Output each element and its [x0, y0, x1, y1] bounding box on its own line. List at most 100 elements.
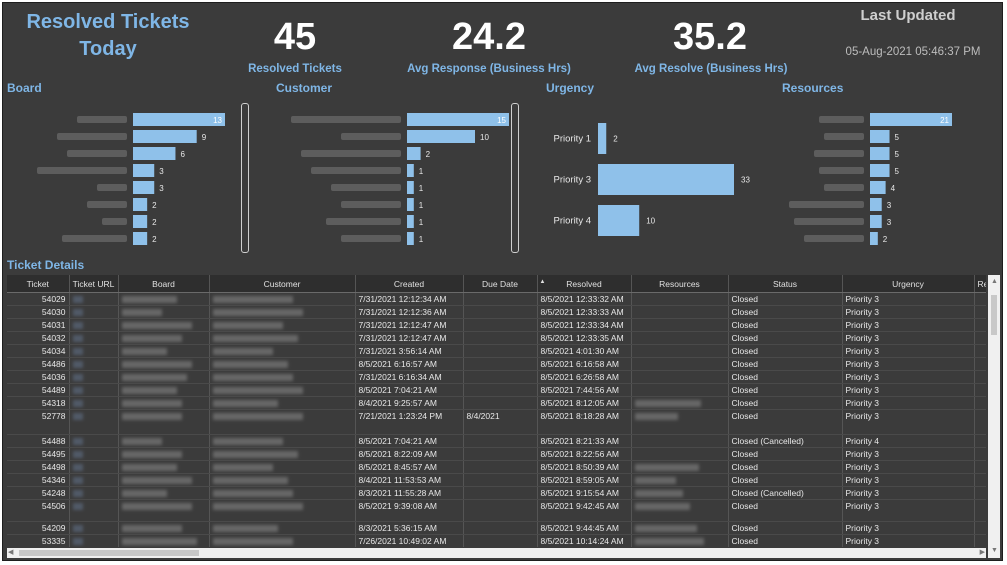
bar[interactable] — [870, 232, 878, 245]
bar[interactable] — [407, 147, 421, 160]
bar[interactable] — [407, 113, 509, 126]
bar[interactable] — [870, 113, 952, 126]
cell-ticket-url[interactable] — [69, 447, 119, 461]
bar[interactable] — [407, 130, 475, 143]
table-row[interactable]: 54489 8/5/2021 7:04:21 AM 8/5/2021 7:44:56… — [7, 383, 986, 397]
board-chart-scrollbar[interactable] — [241, 103, 249, 253]
cell-status: Closed — [728, 344, 843, 358]
col-header-due-date[interactable]: Due Date — [463, 275, 538, 293]
bar[interactable] — [407, 232, 414, 245]
table-row[interactable]: 54032 7/31/2021 12:12:47 AM 8/5/2021 12:33… — [7, 331, 986, 345]
table-row[interactable]: 54318 8/4/2021 9:25:57 AM 8/5/2021 8:12:05… — [7, 396, 986, 410]
scroll-right-icon[interactable]: ▶ — [979, 549, 985, 556]
cell-ticket-url[interactable] — [69, 434, 119, 448]
cell-ticket-url[interactable] — [69, 486, 119, 500]
table-row[interactable]: 54346 8/4/2021 11:53:53 AM 8/5/2021 8:59:0… — [7, 473, 986, 487]
bar[interactable] — [870, 215, 882, 228]
bar[interactable] — [598, 205, 640, 236]
bar-label-redacted — [824, 133, 864, 140]
cell-customer — [209, 534, 356, 547]
bar[interactable] — [598, 164, 734, 195]
col-header-board[interactable]: Board — [118, 275, 210, 293]
customer-chart-scrollbar[interactable] — [511, 103, 519, 253]
bar[interactable] — [133, 164, 155, 177]
cell-ticket-url[interactable] — [69, 331, 119, 345]
table-horizontal-scroll-thumb[interactable] — [19, 550, 199, 556]
cell-board — [118, 409, 210, 435]
cell-ticket-url[interactable] — [69, 383, 119, 397]
table-row[interactable]: 54495 8/5/2021 8:22:09 AM 8/5/2021 8:22:56… — [7, 447, 986, 461]
bar[interactable] — [407, 215, 414, 228]
cell-ticket-url[interactable] — [69, 521, 119, 535]
table-row[interactable]: 54029 7/31/2021 12:12:34 AM 8/5/2021 12:33… — [7, 292, 986, 306]
bar[interactable] — [133, 198, 148, 211]
table-row[interactable]: 53335 7/26/2021 10:49:02 AM 8/5/2021 10:14… — [7, 534, 986, 547]
table-vertical-scrollbar[interactable]: ▲ ▼ — [988, 275, 1000, 558]
cell-status: Closed — [728, 521, 843, 535]
table-row[interactable]: 54498 8/5/2021 8:45:57 AM 8/5/2021 8:50:39… — [7, 460, 986, 474]
col-header-urgency[interactable]: Urgency — [842, 275, 975, 293]
cell-ticket-url[interactable] — [69, 318, 119, 332]
bar[interactable] — [407, 181, 414, 194]
cell-resolved: 8/5/2021 8:12:05 AM — [537, 396, 632, 410]
col-header-ticket[interactable]: Ticket — [7, 275, 70, 293]
cell-created: 7/21/2021 1:23:24 PM — [355, 409, 464, 435]
col-header-resources[interactable]: Resources — [631, 275, 729, 293]
cell-ticket-url[interactable] — [69, 370, 119, 384]
table-row[interactable]: 54031 7/31/2021 12:12:47 AM 8/5/2021 12:33… — [7, 318, 986, 332]
table-row[interactable]: 54506 8/5/2021 9:39:08 AM 8/5/2021 9:42:45… — [7, 499, 986, 522]
scroll-up-icon[interactable]: ▲ — [991, 278, 998, 285]
cell-status: Closed — [728, 292, 843, 306]
table-row[interactable]: 52778 7/21/2021 1:23:24 PM 8/4/2021 8/5/202… — [7, 409, 986, 435]
cell-resolved: 8/5/2021 6:16:58 AM — [537, 357, 632, 371]
table-row[interactable]: 54486 8/5/2021 6:16:57 AM 8/5/2021 6:16:58… — [7, 357, 986, 371]
table-row[interactable]: 54248 8/3/2021 11:55:28 AM 8/5/2021 9:15:5… — [7, 486, 986, 500]
bar[interactable] — [407, 164, 414, 177]
bar[interactable] — [870, 198, 882, 211]
bar[interactable] — [133, 232, 148, 245]
col-header-customer[interactable]: Customer — [209, 275, 356, 293]
table-row[interactable]: 54209 8/3/2021 5:36:15 AM 8/5/2021 9:44:45… — [7, 521, 986, 535]
cell-ticket-url[interactable] — [69, 357, 119, 371]
table-row[interactable]: 54488 8/5/2021 7:04:21 AM 8/5/2021 8:21:33… — [7, 434, 986, 448]
bar-data-label: 1 — [419, 218, 424, 227]
cell-ticket-url[interactable] — [69, 473, 119, 487]
table-vertical-scroll-thumb[interactable] — [991, 295, 997, 335]
ticket-table[interactable]: Ticket Ticket URL Board Customer Created… — [7, 275, 986, 547]
table-row[interactable]: 54034 7/31/2021 3:56:14 AM 8/5/2021 4:01:3… — [7, 344, 986, 358]
bar[interactable] — [870, 181, 886, 194]
cell-ticket-url[interactable] — [69, 534, 119, 547]
table-horizontal-scrollbar[interactable]: ◀ ▶ — [7, 548, 986, 558]
bar[interactable] — [870, 164, 890, 177]
table-row[interactable]: 54030 7/31/2021 12:12:36 AM 8/5/2021 12:33… — [7, 305, 986, 319]
scroll-down-icon[interactable]: ▼ — [991, 547, 998, 554]
cell-ticket-url[interactable] — [69, 409, 119, 435]
cell-ticket-url[interactable] — [69, 396, 119, 410]
bar[interactable] — [870, 130, 890, 143]
col-header-re[interactable]: Re — [974, 275, 986, 293]
table-row[interactable]: 54036 7/31/2021 6:16:34 AM 8/5/2021 6:26:5… — [7, 370, 986, 384]
col-header-created[interactable]: Created — [355, 275, 464, 293]
cell-resources — [631, 357, 729, 371]
cell-ticket-url[interactable] — [69, 305, 119, 319]
cell-ticket-url[interactable] — [69, 499, 119, 522]
bar[interactable] — [407, 198, 414, 211]
bar[interactable] — [133, 181, 155, 194]
scroll-left-icon[interactable]: ◀ — [8, 549, 14, 556]
cell-customer — [209, 318, 356, 332]
cell-ticket-url[interactable] — [69, 344, 119, 358]
cell-ticket-url[interactable] — [69, 292, 119, 306]
col-header-status[interactable]: Status — [728, 275, 843, 293]
bar[interactable] — [598, 123, 607, 154]
bar[interactable] — [133, 147, 176, 160]
bar[interactable] — [133, 113, 225, 126]
col-header-resolved[interactable]: ▲ Resolved — [537, 275, 632, 293]
cell-customer — [209, 486, 356, 500]
cell-board — [118, 447, 210, 461]
bar[interactable] — [133, 130, 197, 143]
bar[interactable] — [870, 147, 890, 160]
col-header-ticket-url[interactable]: Ticket URL — [69, 275, 119, 293]
bar[interactable] — [133, 215, 148, 228]
bar-label-redacted — [789, 201, 864, 208]
cell-ticket-url[interactable] — [69, 460, 119, 474]
